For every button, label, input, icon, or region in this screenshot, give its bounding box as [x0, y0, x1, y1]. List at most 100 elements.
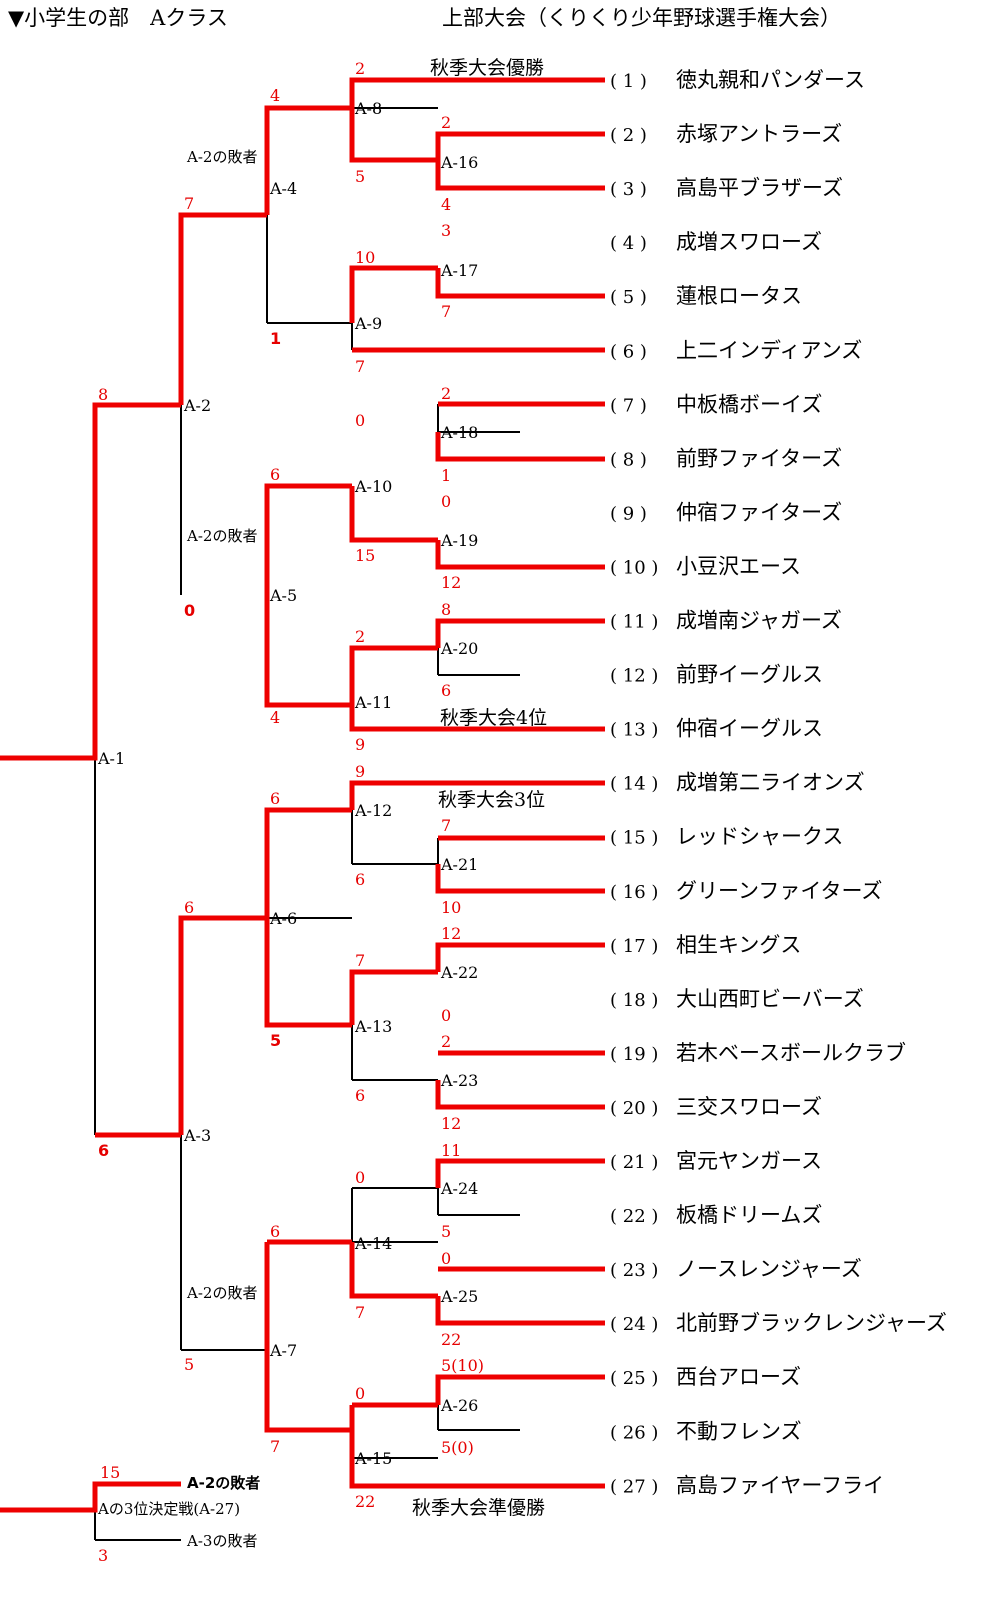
- team-name: ノースレンジャーズ: [676, 1257, 862, 1281]
- team-number: ( 8 ): [610, 449, 647, 470]
- team-number: ( 26 ): [610, 1422, 658, 1443]
- match-label-a26: A-26: [440, 1396, 478, 1415]
- team-number: ( 24 ): [610, 1314, 658, 1335]
- team-number: ( 6 ): [610, 341, 647, 362]
- team-number: ( 9 ): [610, 503, 647, 524]
- team-name: 中板橋ボーイズ: [676, 392, 822, 416]
- score: 5: [441, 1222, 451, 1241]
- match-label-a11: A-11: [354, 693, 392, 712]
- team-name: 北前野ブラックレンジャーズ: [676, 1311, 947, 1335]
- team-number: ( 2 ): [610, 125, 647, 146]
- team-row: ( 6 ) 上二インディアンズ: [610, 338, 862, 362]
- tournament-title: 上部大会（くりくり少年野球選手権大会）: [442, 6, 841, 30]
- score: 3: [441, 221, 451, 240]
- team-number: ( 17 ): [610, 936, 658, 957]
- score: 0: [441, 492, 451, 511]
- score: 4: [441, 195, 451, 214]
- match-label-a2: A-2: [183, 396, 211, 415]
- score: 7: [355, 1303, 365, 1322]
- score: 11: [441, 1141, 461, 1160]
- score: 7: [441, 302, 451, 321]
- score: 12: [441, 924, 461, 943]
- team-number: ( 5 ): [610, 287, 647, 308]
- team-number: ( 1 ): [610, 71, 647, 92]
- team-row: ( 11 ) 成増南ジャガーズ: [610, 609, 842, 633]
- result-runner-up: 秋季大会準優勝: [412, 1497, 545, 1519]
- match-label-a15: A-15: [354, 1449, 392, 1468]
- match-label-a20: A-20: [440, 639, 478, 658]
- score: 4: [270, 86, 280, 105]
- match-label-a1: A-1: [97, 749, 125, 768]
- note-a2-loser-1: A-2の敗者: [186, 148, 257, 166]
- score: 6: [441, 681, 451, 700]
- bracket-lines-red: [0, 77, 605, 1513]
- team-number: ( 3 ): [610, 179, 647, 200]
- team-number: ( 19 ): [610, 1044, 658, 1065]
- team-name: 徳丸親和パンダース: [676, 68, 865, 92]
- match-label-a10: A-10: [354, 477, 392, 496]
- score: 10: [441, 898, 461, 917]
- division-title: ▼小学生の部 Aクラス: [8, 6, 228, 30]
- note-a2-loser-3: A-2の敗者: [186, 1284, 257, 1302]
- score: 22: [355, 1492, 375, 1511]
- score: 12: [441, 573, 461, 592]
- score: 0: [441, 1006, 451, 1025]
- match-label-a12: A-12: [354, 801, 392, 820]
- score: 6: [270, 1222, 280, 1241]
- score: 22: [441, 1330, 461, 1349]
- team-name: 相生キングス: [676, 933, 801, 957]
- score: 6: [270, 465, 280, 484]
- team-number: ( 27 ): [610, 1476, 658, 1497]
- team-row: ( 15 ) レッドシャークス: [610, 825, 843, 849]
- team-number: ( 10 ): [610, 557, 658, 578]
- score: 3: [98, 1546, 108, 1565]
- score: 1: [270, 329, 281, 348]
- team-name: 仲宿イーグルス: [676, 717, 823, 741]
- team-name: 三交スワローズ: [676, 1095, 822, 1119]
- team-name: 蓮根ロータス: [676, 284, 802, 308]
- score: 2: [441, 1032, 451, 1051]
- score: 5: [184, 1355, 194, 1374]
- score: 8: [441, 600, 451, 619]
- team-name: 前野ファイターズ: [676, 446, 842, 470]
- score: 8: [98, 385, 108, 404]
- score: 7: [355, 357, 365, 376]
- team-row: ( 9 ) 仲宿ファイターズ: [610, 500, 842, 524]
- team-row: ( 10 ) 小豆沢エース: [610, 554, 801, 578]
- score: 7: [270, 1437, 280, 1456]
- match-label-a13: A-13: [354, 1017, 392, 1036]
- score: 2: [355, 627, 365, 646]
- result-annotations: 秋季大会優勝 秋季大会4位 秋季大会3位 秋季大会準優勝: [412, 57, 547, 1519]
- team-number: ( 11 ): [610, 612, 658, 633]
- score: 2: [441, 113, 451, 132]
- team-name: レッドシャークス: [676, 825, 843, 849]
- team-name: グリーンファイターズ: [676, 879, 882, 903]
- score: 9: [355, 762, 365, 781]
- score: 2: [355, 59, 365, 78]
- team-number: ( 16 ): [610, 882, 658, 903]
- team-name: 成増スワローズ: [676, 230, 822, 254]
- team-name: 小豆沢エース: [676, 554, 801, 578]
- team-number: ( 4 ): [610, 233, 647, 254]
- match-label-a7: A-7: [269, 1341, 297, 1360]
- team-name: 上二インディアンズ: [676, 338, 862, 362]
- score: 5: [355, 167, 365, 186]
- match-label-a22: A-22: [440, 963, 478, 982]
- match-label-a8: A-8: [354, 99, 382, 118]
- note-a2-loser-4: A-2の敗者: [187, 1474, 260, 1492]
- team-row: ( 1 ) 徳丸親和パンダース: [610, 68, 865, 92]
- team-row: ( 18 ) 大山西町ビーバーズ: [610, 987, 864, 1011]
- score: 0: [355, 411, 365, 430]
- team-row: ( 12 ) 前野イーグルス: [610, 663, 823, 687]
- result-fourth: 秋季大会4位: [440, 707, 547, 729]
- score: 0: [441, 1249, 451, 1268]
- note-a3-loser: A-3の敗者: [186, 1532, 257, 1550]
- note-a2-loser-2: A-2の敗者: [186, 527, 257, 545]
- team-name: 西台アローズ: [676, 1365, 801, 1389]
- score: 7: [441, 816, 451, 835]
- score: 6: [355, 1086, 365, 1105]
- match-label-a19: A-19: [440, 531, 478, 550]
- team-name: 仲宿ファイターズ: [676, 500, 842, 524]
- score: 4: [270, 708, 280, 727]
